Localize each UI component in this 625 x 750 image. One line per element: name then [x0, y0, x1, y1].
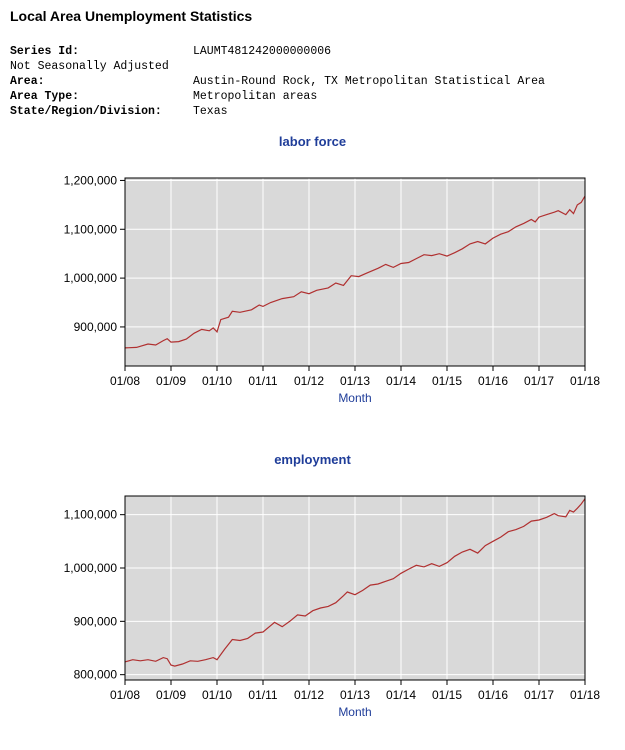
- labor-force-y-tick-label: 1,200,000: [64, 173, 118, 187]
- page-title: Local Area Unemployment Statistics: [10, 8, 253, 24]
- series-id-value: LAUMT481242000000006: [193, 45, 332, 58]
- series-id-label: Series Id:: [10, 45, 80, 58]
- labor-force-y-tick-label: 1,000,000: [64, 271, 118, 285]
- labor-force-x-tick-label: 01/15: [432, 374, 462, 388]
- area-label: Area:: [10, 75, 45, 88]
- labor-force-series-line: [124, 195, 586, 349]
- employment-x-tick-label: 01/17: [524, 688, 554, 702]
- labor-force-x-axis-label: Month: [338, 391, 371, 405]
- employment-y-tick-label: 1,000,000: [64, 561, 118, 575]
- labor-force-y-tick-label: 900,000: [74, 320, 118, 334]
- labor-force-x-tick-label: 01/09: [156, 374, 186, 388]
- employment-x-tick-label: 01/15: [432, 688, 462, 702]
- employment-x-tick-label: 01/09: [156, 688, 186, 702]
- employment-x-tick-label: 01/08: [110, 688, 140, 702]
- employment-x-tick-label: 01/10: [202, 688, 232, 702]
- labor-force-x-tick-label: 01/18: [570, 374, 600, 388]
- employment-x-tick-label: 01/13: [340, 688, 370, 702]
- labor-force-x-tick-label: 01/14: [386, 374, 416, 388]
- labor-force-x-tick-label: 01/12: [294, 374, 324, 388]
- employment-y-tick-label: 800,000: [74, 668, 118, 682]
- employment-series-line: [124, 498, 586, 667]
- labor-force-x-tick-label: 01/17: [524, 374, 554, 388]
- employment-chart-title: employment: [274, 452, 351, 467]
- labor-force-x-tick-label: 01/08: [110, 374, 140, 388]
- state-label: State/Region/Division:: [10, 105, 162, 118]
- labor-force-x-tick-label: 01/16: [478, 374, 508, 388]
- employment-y-tick-label: 900,000: [74, 614, 118, 628]
- labor-force-chart-title: labor force: [278, 134, 347, 149]
- labor-force-chart: 01/08 01/09 01/10 01/11 01/12 01/13 01/14 01/15…: [64, 173, 601, 405]
- area-type-value: Metropolitan areas: [193, 90, 318, 103]
- labor-force-x-tick-label: 01/11: [248, 374, 277, 388]
- employment-plot-border: [124, 495, 586, 681]
- employment-y-tick-label: 1,100,000: [64, 508, 118, 522]
- employment-x-tick-label: 01/18: [570, 688, 600, 702]
- labor-force-plot-border: [124, 177, 586, 367]
- employment-x-tick-label: 01/11: [248, 688, 277, 702]
- employment-x-axis-label: Month: [338, 705, 371, 719]
- labor-force-y-tick-label: 1,100,000: [64, 222, 118, 236]
- labor-force-x-tick-label: 01/13: [340, 374, 370, 388]
- labor-force-x-tick-label: 01/10: [202, 374, 232, 388]
- employment-x-tick-label: 01/12: [294, 688, 324, 702]
- employment-x-tick-label: 01/16: [478, 688, 508, 702]
- area-type-label: Area Type:: [10, 90, 80, 103]
- employment-x-tick-label: 01/14: [386, 688, 416, 702]
- employment-chart: 01/08 01/09 01/10 01/11 01/12 01/13 01/14 01/15…: [64, 495, 600, 719]
- area-value: Austin-Round Rock, TX Metropolitan Stati…: [193, 75, 545, 88]
- state-value: Texas: [193, 105, 228, 118]
- seasonal-adjustment-text: Not Seasonally Adjusted: [10, 60, 169, 73]
